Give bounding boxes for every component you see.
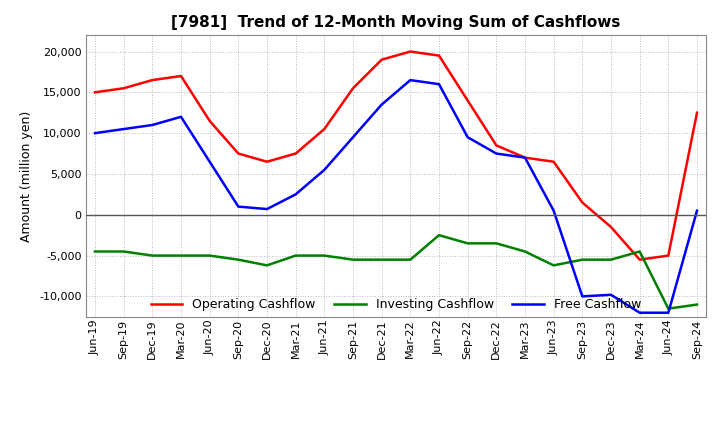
Free Cashflow: [406, 77, 415, 83]
Investing Cashflow: [234, 257, 243, 262]
Free Cashflow: [148, 122, 157, 128]
Investing Cashflow: [320, 253, 328, 258]
Operating Cashflow: [91, 90, 99, 95]
Free Cashflow: [377, 102, 386, 107]
Free Cashflow: [464, 135, 472, 140]
Free Cashflow: [176, 114, 185, 120]
Operating Cashflow: [521, 155, 529, 160]
Free Cashflow: [549, 208, 558, 213]
Investing Cashflow: [521, 249, 529, 254]
Operating Cashflow: [377, 57, 386, 62]
Operating Cashflow: [635, 257, 644, 262]
Operating Cashflow: [320, 126, 328, 132]
Operating Cashflow: [148, 77, 157, 83]
Free Cashflow: [263, 206, 271, 212]
Investing Cashflow: [464, 241, 472, 246]
Operating Cashflow: [263, 159, 271, 165]
Free Cashflow: [120, 126, 128, 132]
Free Cashflow: [348, 135, 357, 140]
Operating Cashflow: [693, 110, 701, 115]
Investing Cashflow: [263, 263, 271, 268]
Investing Cashflow: [377, 257, 386, 262]
Free Cashflow: [492, 151, 500, 156]
Investing Cashflow: [549, 263, 558, 268]
Free Cashflow: [578, 294, 587, 299]
Operating Cashflow: [549, 159, 558, 165]
Operating Cashflow: [234, 151, 243, 156]
Line: Free Cashflow: Free Cashflow: [95, 80, 697, 313]
Investing Cashflow: [292, 253, 300, 258]
Free Cashflow: [635, 310, 644, 315]
Free Cashflow: [234, 204, 243, 209]
Operating Cashflow: [406, 49, 415, 54]
Investing Cashflow: [406, 257, 415, 262]
Free Cashflow: [320, 167, 328, 172]
Operating Cashflow: [435, 53, 444, 58]
Investing Cashflow: [176, 253, 185, 258]
Free Cashflow: [205, 159, 214, 165]
Investing Cashflow: [435, 232, 444, 238]
Free Cashflow: [521, 155, 529, 160]
Investing Cashflow: [578, 257, 587, 262]
Operating Cashflow: [464, 98, 472, 103]
Investing Cashflow: [664, 306, 672, 311]
Investing Cashflow: [205, 253, 214, 258]
Investing Cashflow: [635, 249, 644, 254]
Y-axis label: Amount (million yen): Amount (million yen): [20, 110, 34, 242]
Free Cashflow: [91, 131, 99, 136]
Operating Cashflow: [348, 86, 357, 91]
Free Cashflow: [292, 192, 300, 197]
Investing Cashflow: [693, 302, 701, 307]
Investing Cashflow: [91, 249, 99, 254]
Operating Cashflow: [578, 200, 587, 205]
Title: [7981]  Trend of 12-Month Moving Sum of Cashflows: [7981] Trend of 12-Month Moving Sum of C…: [171, 15, 621, 30]
Investing Cashflow: [607, 257, 616, 262]
Line: Operating Cashflow: Operating Cashflow: [95, 51, 697, 260]
Investing Cashflow: [148, 253, 157, 258]
Investing Cashflow: [348, 257, 357, 262]
Operating Cashflow: [607, 224, 616, 230]
Operating Cashflow: [664, 253, 672, 258]
Free Cashflow: [664, 310, 672, 315]
Free Cashflow: [607, 292, 616, 297]
Operating Cashflow: [176, 73, 185, 79]
Investing Cashflow: [120, 249, 128, 254]
Free Cashflow: [693, 208, 701, 213]
Free Cashflow: [435, 81, 444, 87]
Operating Cashflow: [120, 86, 128, 91]
Operating Cashflow: [492, 143, 500, 148]
Line: Investing Cashflow: Investing Cashflow: [95, 235, 697, 308]
Investing Cashflow: [492, 241, 500, 246]
Operating Cashflow: [205, 118, 214, 124]
Legend: Operating Cashflow, Investing Cashflow, Free Cashflow: Operating Cashflow, Investing Cashflow, …: [146, 293, 646, 316]
Operating Cashflow: [292, 151, 300, 156]
